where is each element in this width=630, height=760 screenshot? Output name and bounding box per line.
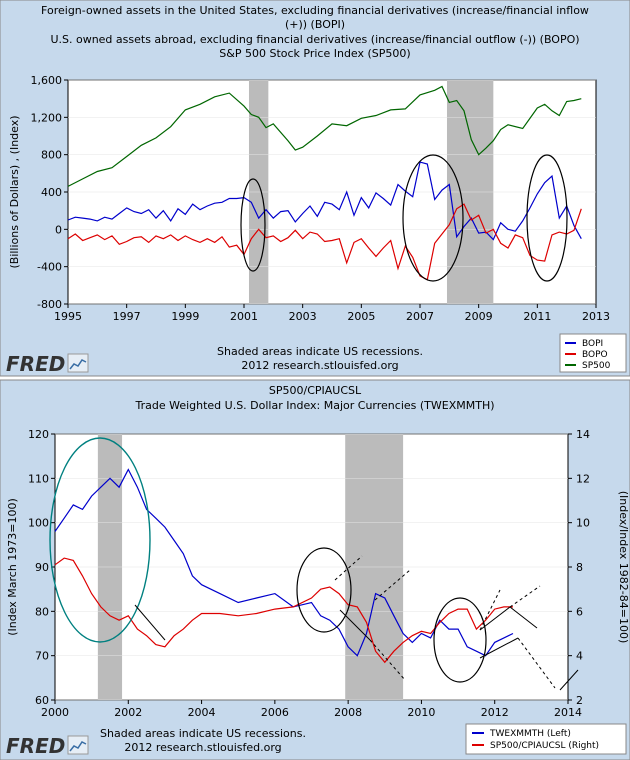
legend-sp500-cpiaucsl: SP500/CPIAUCSL (Right) [490,741,599,751]
y-tick-label: 110 [28,472,49,485]
x-tick-label: 2009 [465,310,493,323]
y-tick-label: -800 [37,298,62,311]
bottom-fred-logo: FRED [6,734,89,758]
annotation-ellipse-2011 [526,154,568,282]
y-tick-label: 90 [35,561,49,574]
y-tick-label: 400 [41,186,62,199]
y-tick-label: 120 [28,428,49,441]
y-tick-label: 1,200 [31,111,63,124]
top-recession-note: Shaded areas indicate US recessions. [217,345,423,358]
top-y-axis-label: (Billions of Dollars) , (Index) [8,115,21,268]
legend-sp500: SP500 [582,361,611,371]
annotation-ellipse-2001 [240,178,266,272]
top-legend: BOPI BOPO SP500 [559,333,627,373]
series-line-sp500-cpiaucsl-right- [54,557,513,664]
top-title-line-3: U.S. owned assets abroad, excluding fina… [50,33,579,46]
x-tick-label: 2013 [582,310,610,323]
y-tick-label: -400 [37,261,62,274]
annotation-ellipse-2007 [402,154,464,282]
x-tick-label: 1995 [54,310,82,323]
top-credit: 2012 research.stlouisfed.org [241,359,398,372]
y-right-tick-label: 2 [576,694,583,707]
x-tick-label: 1997 [113,310,141,323]
bottom-fred-logo-mark [67,735,89,755]
x-tick-label: 2003 [289,310,317,323]
annotation-ellipse-teal-2001 [49,437,151,643]
bottom-title-line-2: Trade Weighted U.S. Dollar Index: Major … [134,399,494,412]
top-fred-logo-mark [67,353,89,373]
annotation-trend-lines [134,555,579,691]
y-tick-label: 100 [28,517,49,530]
top-fred-logo-text: FRED [6,352,65,376]
legend-bopi: BOPI [582,339,603,349]
series-line-sp500 [67,85,582,187]
y-right-tick-label: 10 [576,517,590,530]
y-right-tick-label: 12 [576,472,590,485]
top-series-lines [67,85,582,281]
bottom-credit: 2012 research.stlouisfed.org [124,741,281,754]
bottom-recession-note: Shaded areas indicate US recessions. [100,727,306,740]
y-right-tick-label: 14 [576,428,590,441]
bottom-axis-ticks: 2000 2002 2004 2006 2008 2010 2012 2014 60 70 80 90… [28,428,590,719]
x-tick-label: 2001 [230,310,258,323]
y-tick-label: 0 [55,223,62,236]
y-tick-label: 70 [35,650,49,663]
top-axis-ticks: 1995 1997 1999 2001 2003 2005 2007 2009 2011 2013… [31,74,611,323]
y-right-tick-label: 6 [576,605,583,618]
x-tick-label: 2011 [523,310,551,323]
top-title-line-4: S&P 500 Stock Price Index (SP500) [219,47,410,60]
bottom-y-axis-label-left: (Index March 1973=100) [6,498,19,636]
x-tick-label: 2014 [554,706,582,719]
y-tick-label: 1,600 [31,74,63,87]
bottom-y-axis-label-right: (Index/Index 1982-84=100) [617,491,630,644]
top-title-line-1: Foreign-owned assets in the United State… [41,4,589,17]
bottom-series-lines [54,468,514,664]
annotation-ellipse-2011 [433,597,487,683]
bottom-chart: SP500/CPIAUCSL Trade Weighted U.S. Dolla… [0,379,630,760]
bottom-legend: TWEXMMTH (Left) SP500/CPIAUCSL (Right) [465,723,627,755]
x-tick-label: 2005 [347,310,375,323]
top-fred-logo: FRED [6,352,89,376]
series-line-twexmmth-left- [54,468,514,657]
series-line-bopo [67,203,582,281]
annotation-ellipse-2007 [296,547,352,633]
top-title-line-2: (+)) (BOPI) [285,18,345,31]
x-tick-label: 2012 [481,706,509,719]
bottom-fred-logo-text: FRED [6,734,65,758]
x-tick-label: 2006 [261,706,289,719]
x-tick-label: 2000 [41,706,69,719]
x-tick-label: 1999 [171,310,199,323]
y-tick-label: 60 [35,694,49,707]
x-tick-label: 2007 [406,310,434,323]
legend-bopo: BOPO [582,350,608,360]
y-tick-label: 80 [35,605,49,618]
x-tick-label: 2010 [407,706,435,719]
top-gridlines [68,79,596,305]
legend-twexmmth: TWEXMMTH (Left) [489,729,571,739]
y-right-tick-label: 4 [576,650,583,663]
x-tick-label: 2002 [114,706,142,719]
x-tick-label: 2004 [188,706,216,719]
bottom-title-line-1: SP500/CPIAUCSL [269,384,362,397]
top-chart: Foreign-owned assets in the United State… [0,0,630,377]
y-tick-label: 800 [41,149,62,162]
x-tick-label: 2008 [334,706,362,719]
y-right-tick-label: 8 [576,561,583,574]
bottom-legend-box [465,723,627,755]
